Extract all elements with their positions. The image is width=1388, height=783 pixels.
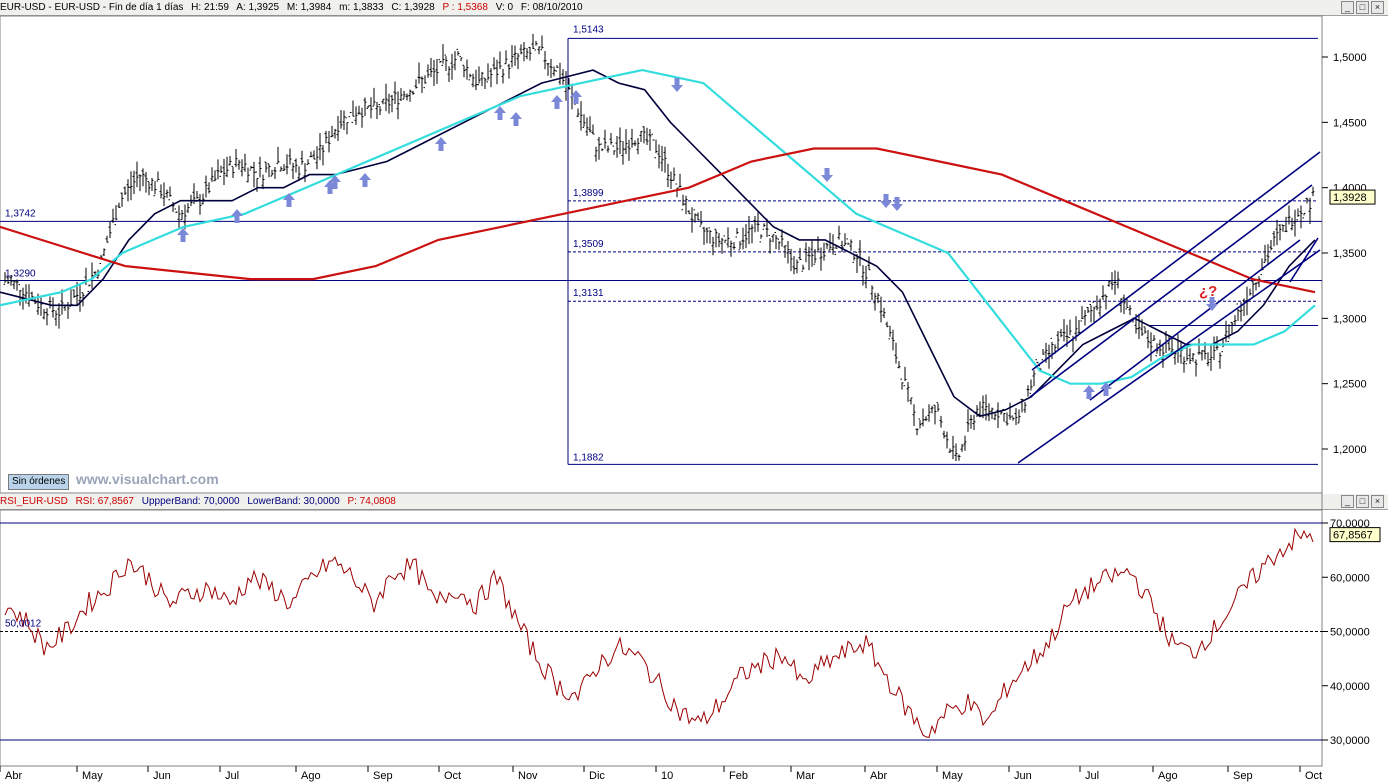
current-rsi-label: 67,8567	[1333, 530, 1373, 542]
sell-arrow-icon	[1206, 297, 1218, 311]
month-label: Jul	[225, 770, 239, 782]
rsi-tick-label: 70,0000	[1330, 518, 1370, 530]
rsi-maximize-button[interactable]: □	[1356, 495, 1369, 508]
buy-arrow-icon	[551, 95, 563, 109]
sell-arrow-icon	[880, 194, 892, 208]
rsi-mid-label: 50,0012	[5, 619, 42, 630]
sell-arrow-icon	[891, 197, 903, 211]
rsi-tick-label: 60,0000	[1330, 572, 1370, 584]
month-label: Feb	[729, 770, 748, 782]
rsi-panel	[0, 509, 1323, 767]
rsi-tick-label: 50,0000	[1330, 627, 1370, 639]
max-label: M: 1,3984	[286, 2, 332, 13]
buy-arrow-icon	[494, 106, 506, 120]
month-label: Dic	[589, 770, 605, 782]
month-label: Oct	[444, 770, 461, 782]
ma-slow-line	[0, 147, 1316, 294]
rsi-tick-label: 40,0000	[1330, 681, 1370, 693]
fib-top-label: 1,5143	[573, 24, 604, 35]
rsi-line	[4, 527, 1314, 738]
price-tick-label: 1,5000	[1333, 52, 1367, 64]
month-label: Ago	[1158, 770, 1178, 782]
left-level-2-label: 1,3290	[5, 268, 36, 279]
date-label: F: 08/10/2010	[520, 2, 583, 13]
rsi-tick-label: 30,0000	[1330, 735, 1370, 747]
sell-arrow-icon	[821, 168, 833, 182]
channel-line-2	[1029, 184, 1313, 398]
orders-button-label: Sin órdenes	[12, 476, 66, 487]
price-panel	[0, 15, 1323, 494]
month-label: May	[82, 770, 103, 782]
symbol-label: EUR-USD - EUR-USD - Fin de día 1 días	[0, 2, 184, 13]
month-label: Ago	[301, 770, 321, 782]
channel-line-4	[1089, 239, 1301, 401]
month-label: 10	[661, 770, 673, 782]
rsi-close-button[interactable]: ×	[1371, 495, 1384, 508]
month-label: Mar	[796, 770, 815, 782]
buy-arrow-icon	[283, 193, 295, 207]
buy-arrow-icon	[570, 90, 582, 104]
channel-line-5	[1289, 237, 1319, 283]
price-tick-label: 1,4500	[1333, 117, 1367, 129]
buy-arrow-icon	[359, 173, 371, 187]
buy-arrow-icon	[435, 137, 447, 151]
fib-level-1-label: 1,3899	[573, 188, 604, 199]
month-label: Nov	[518, 770, 538, 782]
rsi-name-label: RSI_EUR-USD	[0, 496, 68, 507]
month-label: May	[942, 770, 963, 782]
channel-line-3	[1017, 249, 1321, 464]
month-label: Abr	[870, 770, 887, 782]
month-label: Jun	[1014, 770, 1032, 782]
question-annotation: ¿?	[1199, 283, 1218, 300]
rsi-value-label: RSI: 67,8567	[75, 496, 134, 507]
price-tick-label: 1,3000	[1333, 313, 1367, 325]
current-rsi-box	[1329, 527, 1381, 543]
month-label: Jul	[1085, 770, 1099, 782]
buy-arrow-icon	[231, 209, 243, 223]
current-price-label: 1,3928	[1333, 192, 1367, 204]
fib-bottom-label: 1,1882	[573, 452, 604, 463]
month-label: Abr	[5, 770, 22, 782]
volume-label: V: 0	[495, 2, 514, 13]
p-label: P : 1,5368	[442, 2, 488, 13]
watermark: www.visualchart.com	[76, 471, 219, 487]
rsi-upper-label: UppperBand: 70,0000	[141, 496, 240, 507]
rsi-minimize-button[interactable]: _	[1341, 495, 1354, 508]
price-tick-label: 1,2500	[1333, 379, 1367, 391]
rsi-p-label: P: 74,0808	[347, 496, 396, 507]
price-tick-label: 1,3500	[1333, 248, 1367, 260]
maximize-button[interactable]: □	[1356, 1, 1369, 14]
minimize-button[interactable]: _	[1341, 1, 1354, 14]
min-label: m: 1,3833	[339, 2, 384, 13]
buy-arrow-icon	[177, 228, 189, 242]
price-tick-label: 1,2000	[1333, 444, 1367, 456]
buy-arrow-icon	[1100, 382, 1112, 396]
buy-arrow-icon	[1083, 385, 1095, 399]
current-price-box	[1329, 189, 1376, 205]
orders-button[interactable]: Sin órdenes	[8, 474, 70, 490]
channel-line-1	[1031, 151, 1321, 371]
buy-arrow-icon	[329, 175, 341, 189]
left-level-label: 1,3742	[5, 208, 36, 219]
sell-arrow-icon	[671, 78, 683, 92]
ma-mid-line	[0, 68, 1316, 385]
month-label: Sep	[1233, 770, 1253, 782]
ask-label: A: 1,3925	[236, 2, 280, 13]
month-label: Oct	[1305, 770, 1322, 782]
buy-arrow-icon	[510, 112, 522, 126]
close-button[interactable]: ×	[1371, 1, 1384, 14]
month-label: Jun	[153, 770, 171, 782]
ma-fast-line	[0, 69, 1316, 418]
fib-level-2-label: 1,3509	[573, 239, 604, 250]
fib-level-3-label: 1,3131	[573, 288, 604, 299]
rsi-lower-label: LowerBand: 30,0000	[247, 496, 340, 507]
high-label: H: 21:59	[191, 2, 229, 13]
close-label: C: 1,3928	[391, 2, 435, 13]
month-label: Sep	[373, 770, 393, 782]
